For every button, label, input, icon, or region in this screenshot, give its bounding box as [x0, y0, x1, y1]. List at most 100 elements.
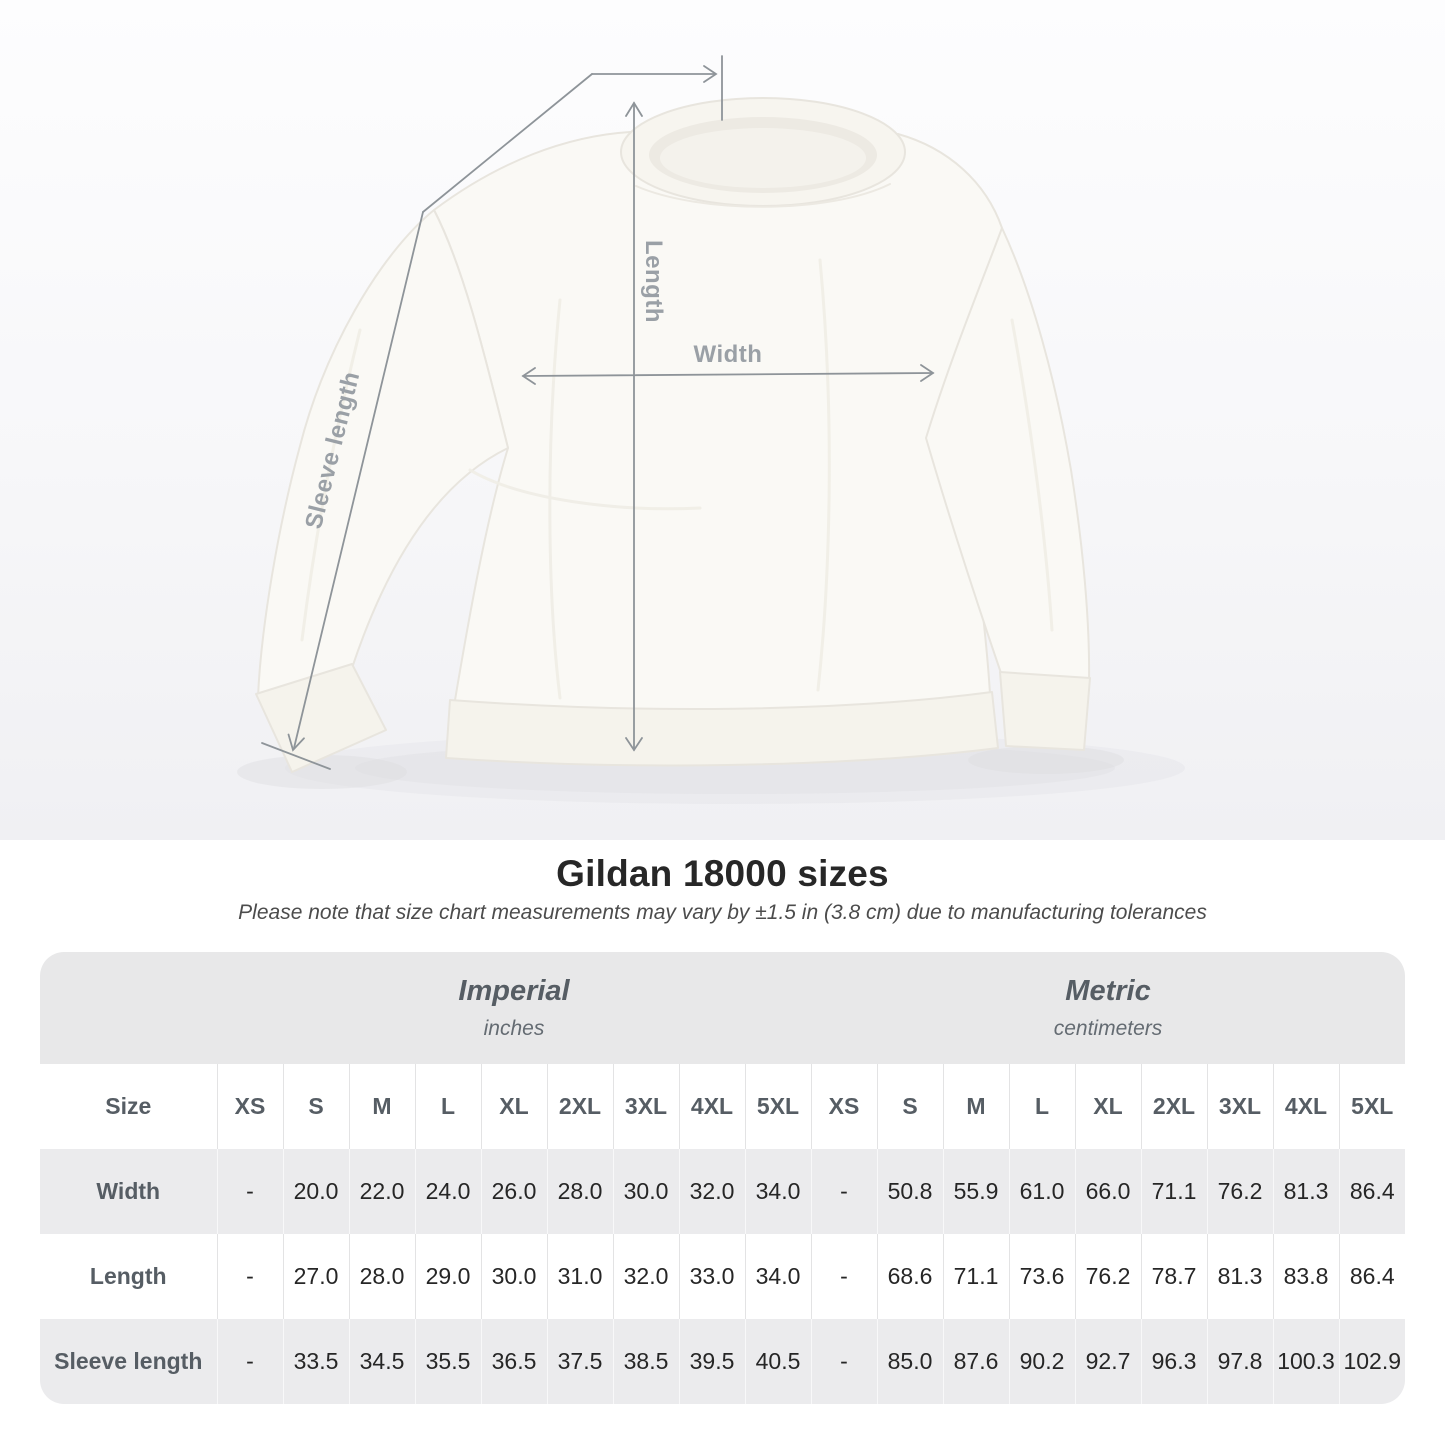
measurement-cell: 76.2 — [1074, 1234, 1141, 1319]
sleeve-line-arm — [293, 211, 424, 749]
unit-group-subtitle: inches — [483, 1017, 545, 1040]
sweatshirt-measurement-diagram: Length Width Sleeve length — [237, 55, 1124, 794]
measurement-cell: 90.2 — [1008, 1319, 1075, 1404]
measurement-cell: - — [810, 1234, 877, 1319]
size-col-header: L — [414, 1064, 481, 1149]
measurement-cell: - — [810, 1319, 877, 1404]
length-arrow-bottom — [625, 737, 643, 752]
measurement-cell: 97.8 — [1206, 1319, 1273, 1404]
sleeve-arrow-right — [703, 65, 718, 83]
measurement-cell: 33.5 — [282, 1319, 349, 1404]
measurement-cell: 34.5 — [348, 1319, 415, 1404]
length-arrow-top — [625, 101, 643, 117]
sweatshirt-image — [255, 97, 1091, 773]
sleeve-line-shoulder — [422, 73, 593, 213]
measurement-cell: 86.4 — [1338, 1149, 1405, 1234]
measurement-cell: 38.5 — [612, 1319, 679, 1404]
unit-group-header-metric: Metric centimeters — [811, 952, 1405, 1064]
tolerance-note: Please note that size chart measurements… — [238, 901, 1207, 924]
measurement-cell: 32.0 — [612, 1234, 679, 1319]
measurement-cell: 31.0 — [546, 1234, 613, 1319]
measurement-cell: 26.0 — [480, 1149, 547, 1234]
unit-group-subtitle: centimeters — [1053, 1017, 1163, 1040]
measurement-cell: 33.0 — [678, 1234, 745, 1319]
measurement-cell: 71.1 — [1140, 1149, 1207, 1234]
size-table-wrap: Imperial inches Metric centimeters Size XS S M L… — [40, 952, 1405, 1404]
measurement-cell: 96.3 — [1140, 1319, 1207, 1404]
row-label: Width — [40, 1149, 217, 1234]
measurement-cell: 28.0 — [348, 1234, 415, 1319]
measurement-cell: 30.0 — [480, 1234, 547, 1319]
unit-group-header-imperial: Imperial inches — [217, 952, 811, 1064]
measurement-cell: 32.0 — [678, 1149, 745, 1234]
table-row: Length -27.0 28.0 29.0 30.0 31.0 32.0 33.0 34.0-… — [40, 1234, 1405, 1319]
row-label: Length — [89, 1263, 167, 1289]
measurement-cell: 81.3 — [1206, 1234, 1273, 1319]
row-label: Sleeve length — [40, 1319, 217, 1404]
measurement-cell: 34.0 — [744, 1234, 811, 1319]
size-col-header: 3XL — [1206, 1064, 1273, 1149]
caption-section: Gildan 18000 sizes Please note that size… — [0, 852, 1445, 926]
measurement-cell: 76.2 — [1206, 1149, 1273, 1234]
length-label: Length — [640, 240, 667, 323]
measurement-cell: 55.9 — [942, 1149, 1009, 1234]
measurement-cell: 78.7 — [1140, 1234, 1207, 1319]
size-col-header: S — [876, 1064, 943, 1149]
page-title: Gildan 18000 sizes — [556, 853, 889, 894]
width-arrow-right — [920, 364, 935, 382]
sleeve-arrow-end — [287, 733, 305, 752]
table-row: Width -20.0 22.0 24.0 26.0 28.0 30.0 32.0 34.0-5… — [40, 1149, 1405, 1234]
measurement-cell: 100.3 — [1272, 1319, 1339, 1404]
size-col-header: 2XL — [546, 1064, 613, 1149]
collar — [620, 97, 906, 208]
unit-group-title: Metric — [1065, 975, 1151, 1007]
size-table: Imperial inches Metric centimeters Size XS S M L… — [40, 952, 1405, 1404]
size-col-header: 5XL — [1338, 1064, 1405, 1149]
size-col-header: 4XL — [1272, 1064, 1339, 1149]
measurement-cell: 87.6 — [942, 1319, 1009, 1404]
measurement-cell: 61.0 — [1008, 1149, 1075, 1234]
measurement-cell: 27.0 — [282, 1234, 349, 1319]
measurement-cell: 40.5 — [744, 1319, 811, 1404]
size-col-header: 5XL — [744, 1064, 811, 1149]
size-row-label: Size — [40, 1064, 217, 1149]
measurement-annotations — [261, 55, 935, 770]
measurement-cell: 68.6 — [876, 1234, 943, 1319]
size-col-header: 2XL — [1140, 1064, 1207, 1149]
size-col-header: M — [348, 1064, 415, 1149]
measurement-cell: 36.5 — [480, 1319, 547, 1404]
table-corner-cell — [40, 952, 217, 1064]
product-photo-section: Length Width Sleeve length — [0, 0, 1445, 840]
measurement-cell: 22.0 — [348, 1149, 415, 1234]
measurement-cell: 66.0 — [1074, 1149, 1141, 1234]
size-col-header: L — [1008, 1064, 1075, 1149]
measurement-cell: 39.5 — [678, 1319, 745, 1404]
measurement-cell: 85.0 — [876, 1319, 943, 1404]
measurement-cell: 28.0 — [546, 1149, 613, 1234]
measurement-cell: 83.8 — [1272, 1234, 1339, 1319]
cuff-tick — [261, 742, 331, 770]
width-line — [522, 372, 934, 377]
size-col-header: 3XL — [612, 1064, 679, 1149]
measurement-cell: 86.4 — [1338, 1234, 1405, 1319]
measurement-cell: 73.6 — [1008, 1234, 1075, 1319]
size-col-header: S — [282, 1064, 349, 1149]
size-col-header: XL — [480, 1064, 547, 1149]
unit-group-title: Imperial — [458, 975, 570, 1007]
measurement-cell: 30.0 — [612, 1149, 679, 1234]
measurement-cell: 34.0 — [744, 1149, 811, 1234]
size-col-header: M — [942, 1064, 1009, 1149]
width-arrow-left — [521, 367, 536, 385]
table-row: Sleeve length -33.5 34.5 35.5 36.5 37.5 38.5 39… — [40, 1319, 1405, 1404]
measurement-cell: 35.5 — [414, 1319, 481, 1404]
measurement-cell: 24.0 — [414, 1149, 481, 1234]
measurement-cell: - — [810, 1149, 877, 1234]
measurement-cell: - — [216, 1234, 283, 1319]
measurement-cell: 71.1 — [942, 1234, 1009, 1319]
width-label: Width — [694, 341, 763, 368]
measurement-cell: 20.0 — [282, 1149, 349, 1234]
measurement-cell: 102.9 — [1338, 1319, 1405, 1404]
size-col-header: 4XL — [678, 1064, 745, 1149]
measurement-cell: 50.8 — [876, 1149, 943, 1234]
measurement-cell: 81.3 — [1272, 1149, 1339, 1234]
